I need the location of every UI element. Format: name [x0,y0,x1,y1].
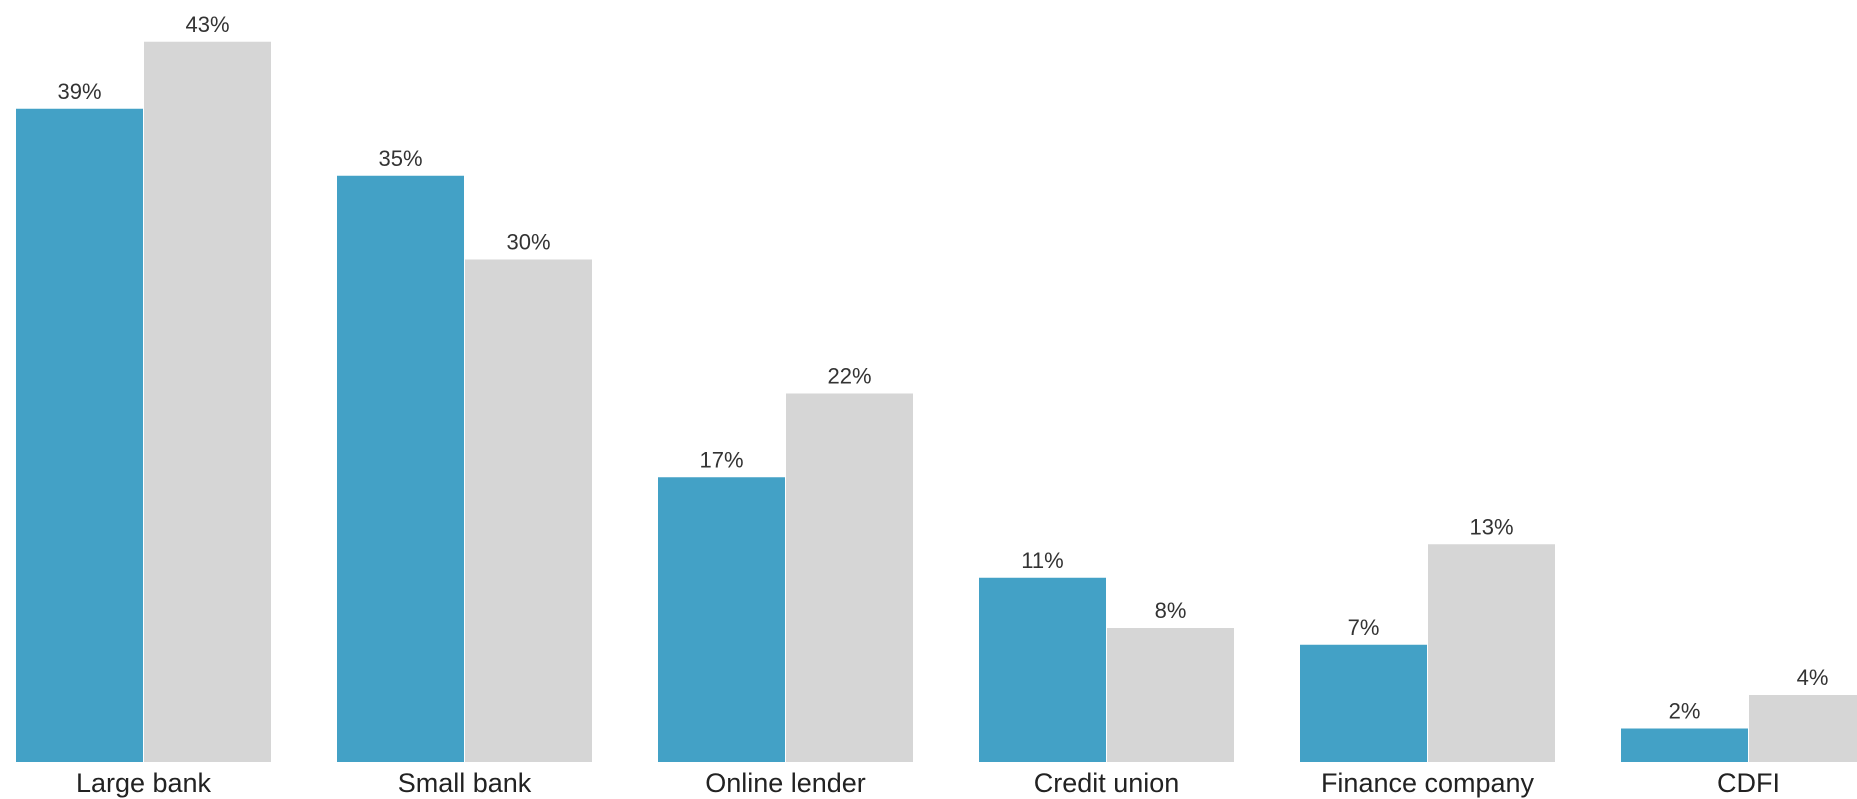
bar-large-bank-series-1 [16,108,143,762]
value-label: 17% [699,447,743,472]
value-label: 13% [1469,514,1513,539]
value-labels-layer: 39% 43% 35% 30% 17% 22% 11% 8% 7% 13% 2% 4% [57,12,1828,724]
value-label: 8% [1155,598,1187,623]
category-label: CDFI [1717,768,1780,798]
bar-finance-company-series-2 [1428,544,1555,762]
category-label: Online lender [705,768,866,798]
bar-cdfi-series-1 [1621,728,1748,762]
value-label: 35% [378,146,422,171]
category-label: Finance company [1321,768,1535,798]
value-label: 39% [57,79,101,104]
category-label: Credit union [1034,768,1180,798]
category-label: Small bank [398,768,532,798]
category-label: Large bank [76,768,212,798]
bar-credit-union-series-1 [979,577,1106,762]
value-label: 30% [506,230,550,255]
bar-credit-union-series-2 [1107,628,1234,762]
bar-finance-company-series-1 [1300,644,1427,762]
value-label: 2% [1669,699,1701,724]
category-labels-layer: Large bank Small bank Online lender Credit … [76,768,1780,798]
bar-online-lender-series-1 [658,477,785,762]
bar-cdfi-series-2 [1749,695,1857,762]
bar-online-lender-series-2 [786,393,913,762]
value-label: 4% [1797,665,1829,690]
value-label: 11% [1021,548,1063,573]
bar-large-bank-series-2 [144,41,271,762]
value-label: 22% [827,364,871,389]
bar-small-bank-series-1 [337,175,464,762]
value-label: 43% [185,12,229,37]
bars-layer [16,41,1857,762]
bar-small-bank-series-2 [465,259,592,762]
value-label: 7% [1348,615,1380,640]
